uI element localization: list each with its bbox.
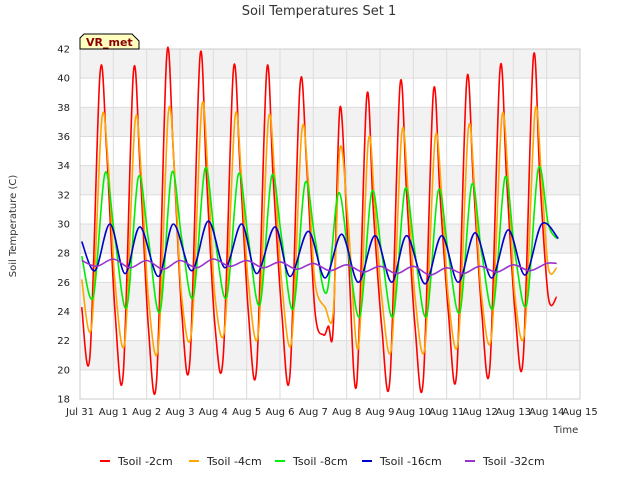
x-tick-label: Aug 7 [299, 407, 328, 418]
series-line-tsoil-16cm [80, 220, 559, 285]
series-line-tsoil-32cm [81, 258, 557, 276]
x-tick-label: Aug 3 [165, 407, 194, 418]
x-tick-label: Aug 5 [232, 407, 261, 418]
y-tick-label: 22 [57, 336, 70, 347]
y-tick-label: 32 [57, 190, 70, 201]
plot-band [80, 369, 580, 399]
x-tick-label: Aug 9 [365, 407, 394, 418]
legend-label-tsoil-32cm: Tsoil -32cm [482, 455, 545, 468]
x-axis-ticks: Jul 31 Aug 1 Aug 2 Aug 3 Aug 4 Aug 5 Aug 6 Aug … [65, 407, 598, 418]
y-tick-label: 42 [57, 45, 70, 56]
x-tick-label: Aug 10 [396, 407, 431, 418]
x-tick-label: Aug 13 [496, 407, 531, 418]
legend-label-tsoil-2cm: Tsoil -2cm [117, 455, 173, 468]
legend-label-tsoil-4cm: Tsoil -4cm [206, 455, 262, 468]
x-tick-label: Aug 11 [429, 407, 464, 418]
y-tick-label: 24 [57, 307, 70, 318]
y-tick-label: 36 [57, 132, 70, 143]
x-tick-label: Jul 31 [65, 407, 94, 418]
plot-band [80, 340, 580, 370]
y-tick-label: 18 [57, 395, 70, 406]
plot-band [80, 78, 580, 108]
y-tick-label: 28 [57, 249, 70, 260]
badge-shape [79, 33, 140, 50]
y-tick-label: 30 [57, 220, 70, 231]
legend-label-tsoil-16cm: Tsoil -16cm [379, 455, 442, 468]
x-tick-label: Aug 12 [462, 407, 497, 418]
vr-met-badge: VR_met [79, 33, 140, 50]
plot-band [80, 49, 580, 79]
plot-band [80, 194, 580, 224]
x-tick-label: Aug 4 [199, 407, 228, 418]
y-tick-label: 20 [57, 365, 70, 376]
y-tick-label: 40 [57, 74, 70, 85]
y-axis-ticks: 18 20 22 24 26 28 30 32 34 36 38 40 42 [57, 45, 70, 406]
plot-band [80, 224, 580, 254]
plot-area [79, 48, 581, 400]
y-tick-label: 38 [57, 103, 70, 114]
badge-label: VR_met [86, 36, 133, 49]
y-tick-label: 34 [57, 161, 70, 172]
x-tick-label: Aug 8 [332, 407, 361, 418]
legend: Tsoil -2cm Tsoil -4cm Tsoil -8cm Tsoil -16c… [100, 455, 545, 468]
chart-title: Soil Temperatures Set 1 [242, 4, 397, 19]
y-axis-title: Soil Temperature (C) [8, 175, 19, 278]
y-tick-label: 26 [57, 278, 70, 289]
x-tick-label: Aug 15 [562, 407, 597, 418]
legend-label-tsoil-8cm: Tsoil -8cm [292, 455, 348, 468]
x-axis-title: Time [553, 425, 578, 436]
x-tick-label: Aug 6 [265, 407, 294, 418]
x-tick-label: Aug 14 [529, 407, 564, 418]
x-tick-label: Aug 2 [132, 407, 161, 418]
series-layer [80, 46, 559, 396]
x-tick-label: Aug 1 [99, 407, 128, 418]
